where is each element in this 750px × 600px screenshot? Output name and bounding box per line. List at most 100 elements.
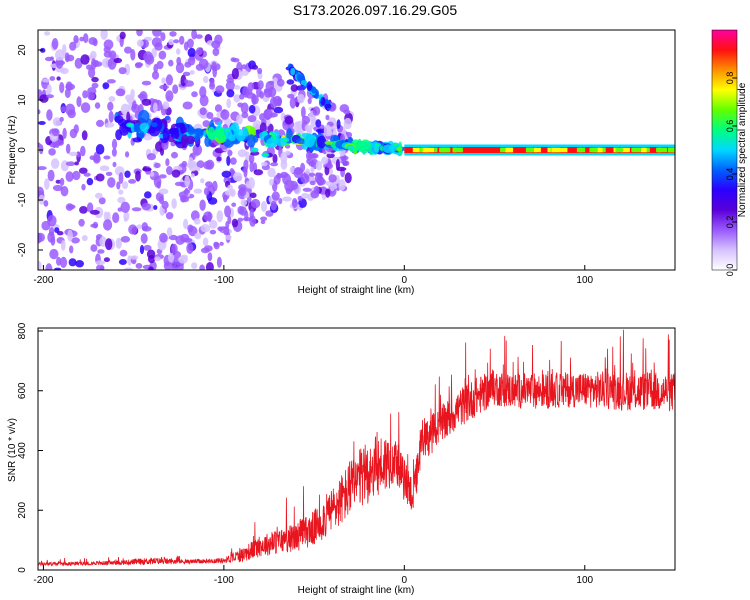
spectrogram-feature-1-blob [301, 192, 309, 199]
spectrogram-feature-0-blob [214, 104, 223, 113]
spectrogram-feature-0-blob [195, 47, 203, 56]
spectrogram-feature-3-blob [296, 75, 305, 81]
spectrogram-feature-1-blob [286, 79, 295, 85]
spectrogram-feature-0-blob [87, 91, 95, 101]
spectrogram-feature-0-blob [67, 109, 76, 119]
spectrogram-feature-1-blob [256, 87, 262, 98]
spectrogram-feature-1-blob [307, 153, 317, 159]
spectrogram-feature-1-blob [297, 195, 303, 201]
spectrogram-feature-0-blob [99, 165, 110, 172]
spectrogram-feature-0-blob [141, 80, 152, 86]
spectrogram-feature-1-blob [284, 180, 292, 192]
spectrogram-feature-1-blob [344, 172, 352, 184]
spectrogram-feature-0-blob [199, 94, 209, 107]
spectrogram-feature-0-blob [91, 82, 99, 89]
spectrogram-hotspot-core [348, 146, 353, 149]
spectrogram-feature-0-blob [105, 171, 113, 176]
spectrogram-feature-1-blob [315, 119, 322, 128]
colorbar [711, 29, 738, 271]
spectrogram-feature-1-blob [312, 106, 321, 116]
spectrogram-feature-0-blob [97, 249, 105, 254]
colorbar-tick-label: 0.2 [725, 216, 735, 229]
spectrogram-feature-2-blob [207, 126, 216, 139]
spectrogram-feature-0-blob [119, 31, 126, 40]
spectrogram-feature-1-blob [325, 188, 331, 198]
spectrogram-feature-0-blob [134, 62, 143, 69]
spectrogram-feature-0-blob [165, 158, 170, 167]
spectrogram-feature-0-blob [96, 264, 105, 270]
spectrogram-feature-0-blob [81, 130, 88, 141]
spectrogram-feature-0-blob [128, 179, 137, 184]
spectrogram-feature-1-blob [309, 180, 316, 186]
spectrogram-feature-2-blob [168, 128, 174, 134]
spectrogram-feature-2-blob [395, 146, 403, 152]
spectrogram-feature-1-blob [280, 151, 288, 164]
spectrogram-feature-0-blob [209, 219, 218, 229]
spectrogram-feature-1-blob [233, 94, 241, 103]
spectrogram-feature-0-blob [80, 145, 86, 157]
spectrogram-feature-0-blob [158, 188, 169, 195]
spectrogram-feature-0-blob [103, 219, 113, 231]
spectrogram-feature-3-blob [320, 96, 326, 106]
spectrogram-feature-0-blob [177, 261, 184, 270]
spectrogram-feature-0-blob [56, 76, 61, 81]
spectrogram-feature-1-blob [289, 97, 296, 109]
spectrogram-feature-0-blob [176, 48, 181, 55]
spectrogram-feature-0-blob [160, 32, 166, 42]
spectrogram-feature-1-blob [251, 198, 261, 209]
spectrogram-feature-0-blob [68, 258, 77, 267]
spectrogram-feature-0-blob [60, 240, 66, 251]
spectrogram-feature-0-blob [65, 143, 71, 154]
colorbar-tick-label: 0.0 [725, 264, 735, 277]
spectrogram-feature-1-blob [277, 78, 285, 87]
colorbar-label: Normalized spectral amplitude [737, 82, 748, 217]
spectrogram-feature-0-blob [200, 178, 205, 184]
spectrogram-feature-0-blob [132, 100, 137, 110]
spectrogram-feature-1-blob [226, 155, 231, 166]
spectrogram-feature-0-blob [159, 84, 169, 90]
spectrogram-feature-0-blob [54, 227, 60, 234]
spectrogram-feature-0-blob [94, 102, 101, 109]
spectrogram-feature-1-blob [225, 234, 232, 240]
spectrogram-feature-0-blob [161, 200, 169, 210]
spectrogram-feature-0-blob [124, 170, 131, 178]
spectrogram-feature-4-segment [656, 147, 668, 153]
spectrogram-feature-0-blob [95, 144, 105, 155]
spectrogram-feature-0-blob [115, 237, 123, 249]
spectrogram-feature-1-blob [224, 205, 232, 218]
spectrogram-feature-1-blob [310, 166, 315, 173]
spectrogram-feature-0-blob [105, 122, 115, 128]
spectrogram-feature-0-blob [78, 218, 85, 227]
spectrogram-feature-1-blob [300, 173, 310, 184]
spectrogram-feature-1-blob [224, 189, 235, 196]
spectrogram-feature-0-blob [83, 33, 89, 44]
spectrogram-feature-0-blob [43, 200, 49, 207]
spectrogram-feature-0-blob [81, 183, 86, 191]
spectrogram-feature-0-blob [47, 169, 55, 182]
spectrogram-y-tick-label: -10 [17, 192, 28, 207]
spectrogram-feature-0-blob [107, 101, 114, 111]
spectrogram-feature-0-blob [111, 138, 118, 150]
spectrogram-feature-0-blob [151, 47, 157, 58]
spectrogram-feature-1-blob [343, 109, 351, 115]
snr-y-tick-label: 800 [17, 322, 28, 339]
spectrogram-feature-1-blob [317, 129, 322, 135]
spectrogram-feature-2-blob [324, 140, 333, 145]
spectrogram-feature-0-blob [44, 178, 50, 190]
spectrogram-feature-1-blob [307, 97, 312, 105]
spectrogram-feature-0-blob [92, 38, 98, 47]
spectrogram-feature-1-blob [325, 114, 330, 121]
spectrogram-feature-0-blob [199, 264, 205, 270]
snr-x-axis-label: Height of straight line (km) [298, 585, 415, 596]
spectrogram-feature-1-blob [273, 106, 284, 114]
colorbar-tick-label: 0.4 [725, 168, 735, 181]
spectrogram-feature-0-blob [51, 38, 59, 50]
spectrogram-feature-1-blob [297, 93, 305, 104]
spectrogram-feature-1-blob [241, 70, 249, 76]
snr-y-tick-label: 600 [17, 382, 28, 399]
spectrogram-feature-0-blob [153, 205, 158, 210]
spectrogram-feature-0-blob [141, 98, 152, 106]
spectrogram-feature-1-blob [249, 192, 257, 199]
spectrogram-feature-1-blob [278, 198, 283, 205]
spectrogram-feature-0-blob [86, 202, 94, 213]
